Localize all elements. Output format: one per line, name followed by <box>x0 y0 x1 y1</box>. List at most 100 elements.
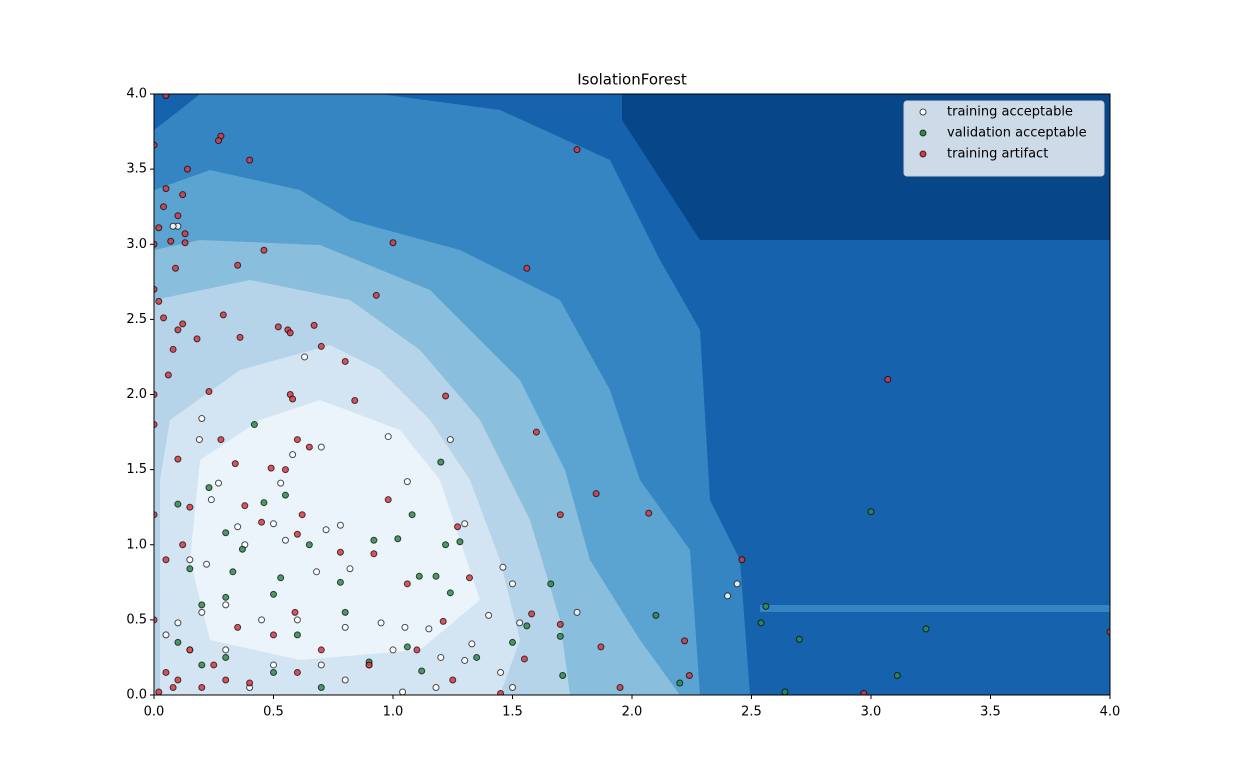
point <box>234 523 242 531</box>
legend-box <box>903 100 1105 177</box>
point <box>277 574 285 582</box>
point <box>384 496 392 504</box>
point <box>645 509 653 517</box>
y-tick-label: 3.0 <box>126 237 147 252</box>
y-tick-label: 1.0 <box>126 537 147 552</box>
point <box>210 661 218 669</box>
point <box>365 661 373 669</box>
point <box>260 499 268 507</box>
point <box>274 323 282 331</box>
point <box>884 375 892 383</box>
y-tick-label: 1.5 <box>126 462 147 477</box>
point <box>154 240 158 248</box>
point <box>222 653 230 661</box>
point <box>162 556 170 564</box>
point <box>473 653 481 661</box>
point <box>1106 628 1110 636</box>
point <box>573 146 581 154</box>
point <box>286 329 294 337</box>
point <box>169 222 177 230</box>
point <box>437 458 445 466</box>
point <box>154 141 158 149</box>
point <box>389 239 397 247</box>
point <box>270 661 277 669</box>
point <box>281 491 289 499</box>
point <box>461 520 469 528</box>
point <box>169 345 177 353</box>
contour-level <box>190 400 480 660</box>
point <box>195 436 203 444</box>
point <box>523 622 531 630</box>
point <box>413 646 421 654</box>
point <box>155 224 163 232</box>
point <box>399 688 407 695</box>
point <box>198 415 206 423</box>
point <box>351 397 359 405</box>
point <box>681 637 689 645</box>
point <box>468 640 476 648</box>
point <box>258 518 266 526</box>
point <box>172 264 180 272</box>
point <box>193 335 201 343</box>
point <box>922 625 930 633</box>
point <box>238 545 246 553</box>
point <box>867 508 875 516</box>
legend-marker <box>919 129 927 137</box>
point <box>207 496 215 504</box>
point <box>724 592 732 600</box>
point <box>174 455 182 463</box>
point <box>291 608 299 616</box>
point <box>437 653 445 661</box>
point <box>174 619 182 627</box>
point <box>408 511 416 519</box>
point <box>186 503 194 511</box>
point <box>461 656 469 664</box>
point <box>229 568 237 576</box>
point <box>762 602 770 610</box>
y-tick-label: 0.0 <box>126 688 147 703</box>
x-tick-label: 2.0 <box>622 705 643 720</box>
point <box>164 371 172 379</box>
point <box>465 574 473 582</box>
point <box>215 479 223 487</box>
point <box>162 94 170 100</box>
point <box>403 580 411 588</box>
point <box>270 590 277 598</box>
point <box>795 635 803 643</box>
point <box>446 436 454 444</box>
point <box>298 511 306 519</box>
point <box>322 526 330 534</box>
point <box>301 353 309 361</box>
point <box>198 683 206 691</box>
point <box>250 421 258 429</box>
legend: training acceptable validation acceptable… <box>903 100 1105 177</box>
point <box>370 550 378 558</box>
legend-label: validation acceptable <box>947 126 1087 141</box>
point <box>439 617 447 625</box>
point <box>509 683 516 691</box>
point <box>341 623 349 631</box>
point <box>559 671 567 679</box>
point <box>293 668 301 676</box>
point <box>270 520 277 528</box>
point <box>215 137 223 145</box>
point <box>198 608 206 616</box>
point <box>336 548 344 556</box>
point <box>523 264 531 272</box>
point <box>738 556 746 564</box>
point <box>155 688 163 695</box>
point <box>341 608 349 616</box>
point <box>305 541 313 549</box>
point <box>432 572 440 580</box>
point <box>556 620 564 628</box>
point <box>281 466 289 474</box>
point <box>497 689 505 695</box>
point <box>685 671 693 679</box>
point <box>573 608 581 616</box>
point <box>174 500 182 508</box>
point <box>281 536 289 544</box>
point <box>509 638 516 646</box>
x-tick-label: 0.5 <box>263 705 284 720</box>
point <box>222 646 230 654</box>
legend-label: training acceptable <box>947 105 1073 120</box>
